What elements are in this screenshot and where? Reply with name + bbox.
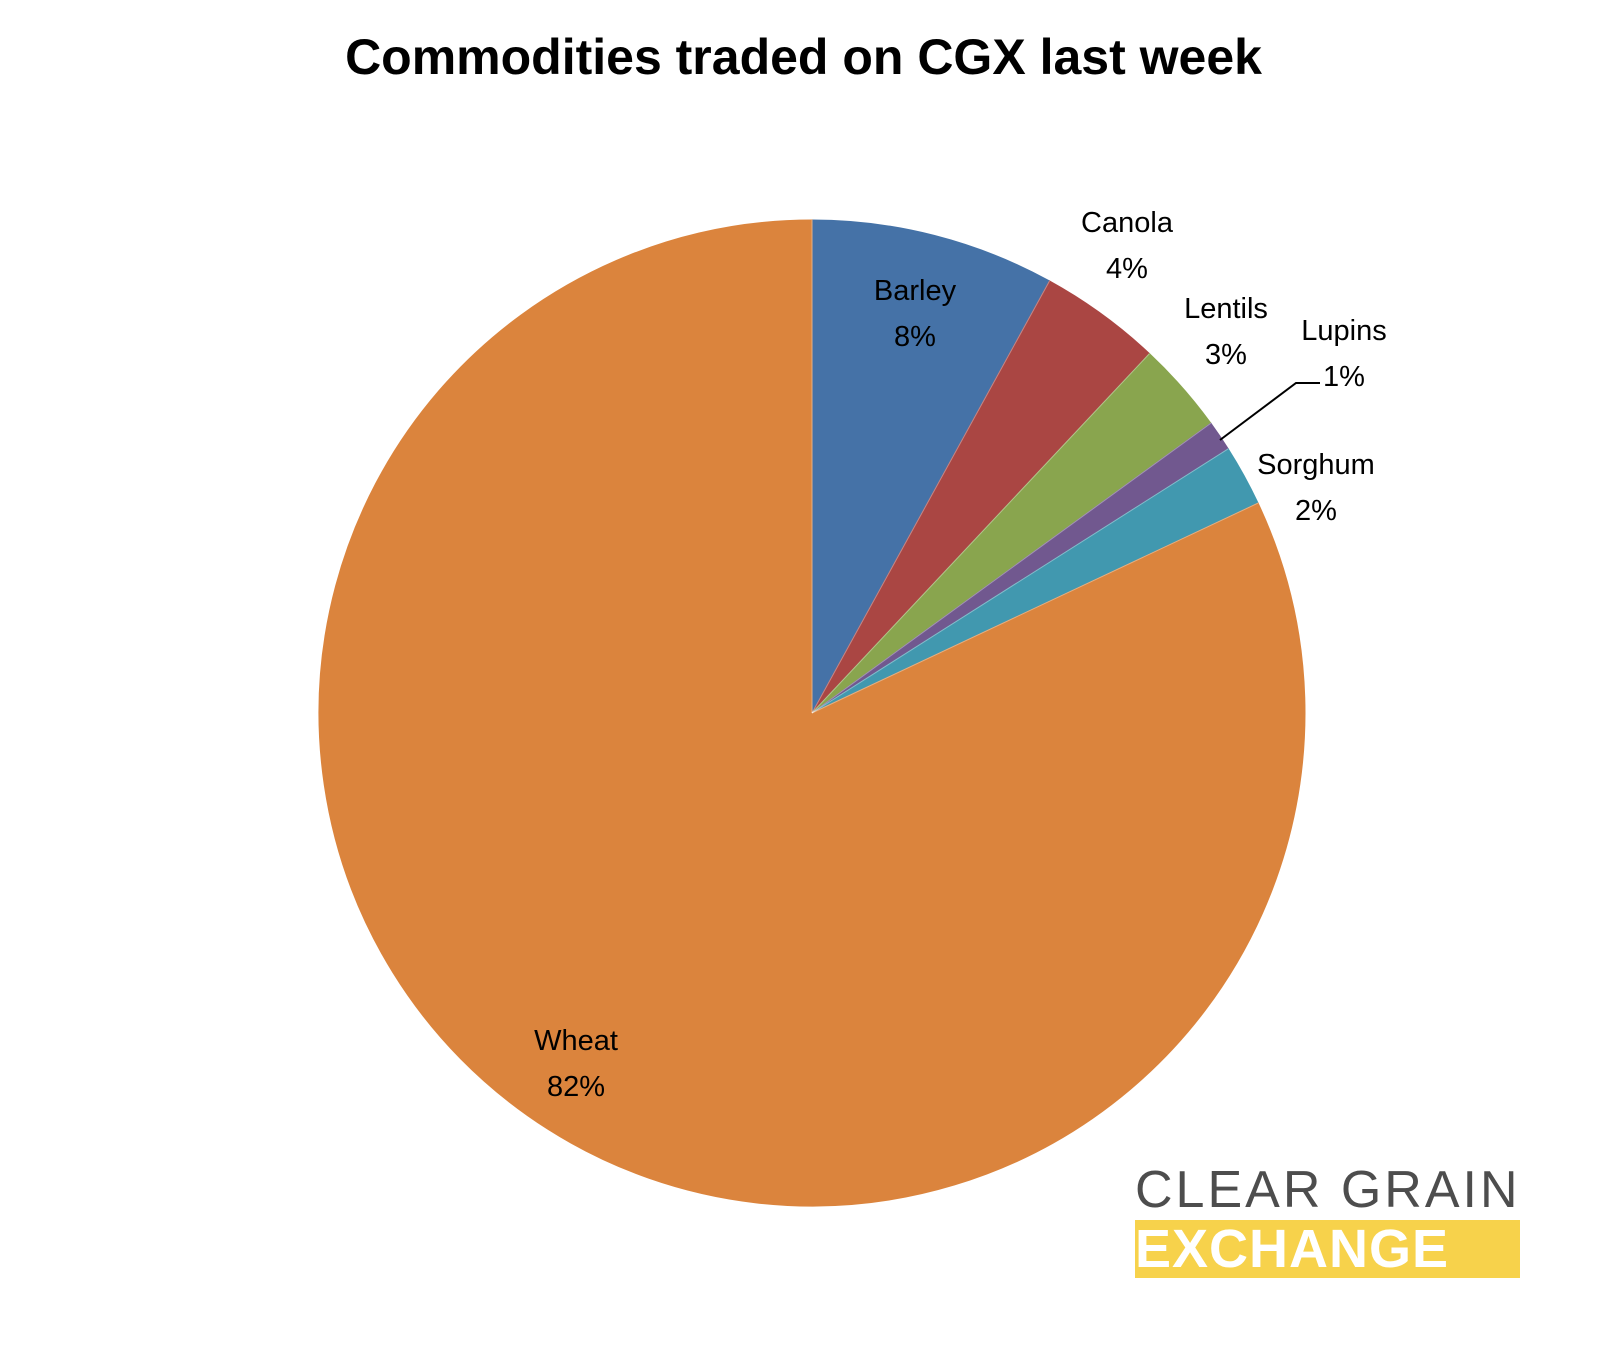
slice-label-value-lentils: 3% xyxy=(1205,339,1247,371)
pie-slice-wheat xyxy=(318,219,1306,1207)
pie-slice-barley xyxy=(811,219,1051,714)
chart-title: Commodities traded on CGX last week xyxy=(345,29,1262,85)
slice-label-value-barley: 8% xyxy=(894,321,936,353)
leader-line-lupins xyxy=(1219,382,1320,441)
slice-separator xyxy=(811,502,1259,714)
slice-label-value-wheat: 82% xyxy=(547,1071,605,1103)
clear-grain-exchange-logo: CLEAR GRAIN EXCHANGE xyxy=(1135,1162,1525,1278)
slice-label-value-sorghum: 2% xyxy=(1295,495,1337,527)
slice-label-name-lupins: Lupins xyxy=(1301,315,1386,347)
slice-separator xyxy=(811,422,1212,714)
slice-label-name-canola: Canola xyxy=(1081,207,1174,239)
slice-label-value-lupins: 1% xyxy=(1323,361,1365,393)
logo-line-exchange: EXCHANGE xyxy=(1135,1220,1520,1278)
slice-separator xyxy=(811,353,1150,714)
slice-label-value-canola: 4% xyxy=(1106,253,1148,285)
logo-line-clear-grain: CLEAR GRAIN xyxy=(1135,1161,1521,1219)
slice-label-name-wheat: Wheat xyxy=(534,1025,618,1057)
slice-separator xyxy=(811,280,1050,714)
slice-label-name-lentils: Lentils xyxy=(1184,293,1268,325)
slice-label-name-sorghum: Sorghum xyxy=(1257,449,1375,481)
slice-separator xyxy=(811,448,1229,714)
slice-label-name-barley: Barley xyxy=(874,275,957,307)
